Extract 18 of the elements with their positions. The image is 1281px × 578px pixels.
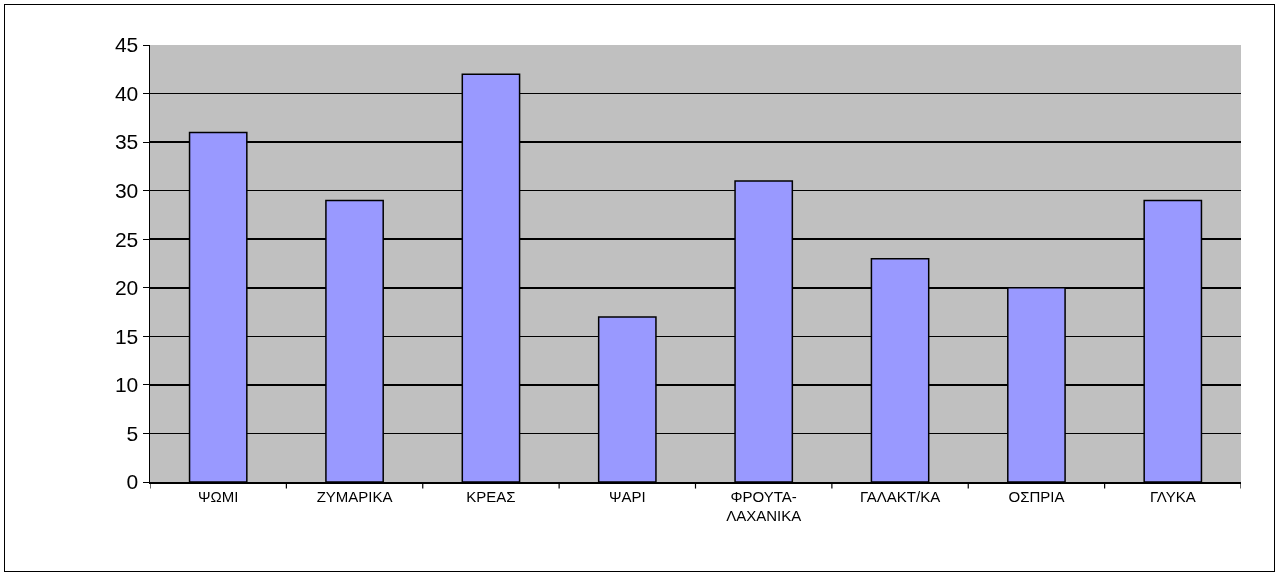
y-tick-label: 20 [114, 276, 139, 300]
x-tick-label: ΨΑΡΙ [608, 487, 646, 505]
y-tick-label: 5 [126, 421, 139, 445]
y-tick-label: 30 [114, 179, 139, 203]
y-tick-label: 45 [114, 33, 139, 57]
x-tick-label: ΓΛΥΚΑ [1149, 487, 1196, 505]
y-tick-label: 0 [126, 470, 139, 494]
y-tick-label: 35 [114, 130, 139, 154]
y-tick-label: 40 [114, 81, 139, 105]
y-tick-label: 10 [114, 373, 139, 397]
x-tick-label: ΚΡΕΑΣ [466, 487, 516, 505]
x-tick-label: ΟΣΠΡΙΑ [1008, 487, 1065, 505]
x-tick-label: ΦΡΟΥΤΑ-ΛΑΧΑΝΙΚΑ [726, 487, 802, 524]
x-tick-label: ΨΩΜΙ [197, 487, 239, 505]
y-tick-label: 15 [114, 324, 139, 348]
x-tick-label: ΓΑΛΑΚΤ/ΚΑ [859, 487, 941, 505]
y-tick-label: 25 [114, 227, 139, 251]
x-tick-label: ΖΥΜΑΡΙΚΑ [316, 487, 393, 505]
